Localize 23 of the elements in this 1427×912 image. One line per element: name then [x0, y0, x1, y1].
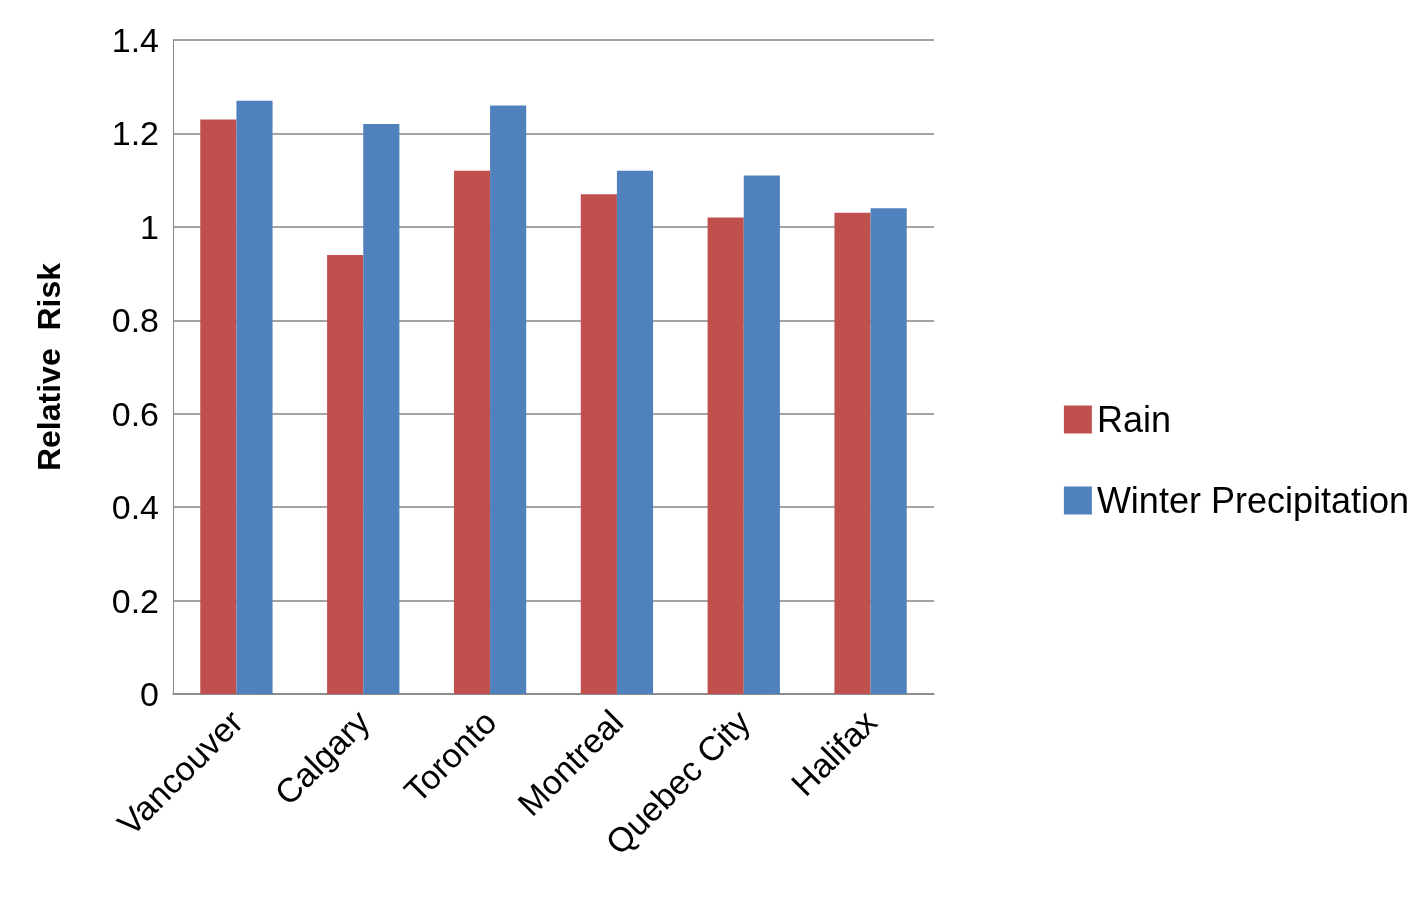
bar: [580, 194, 617, 694]
bar: [453, 170, 491, 694]
bar: [236, 100, 273, 694]
bar: [490, 105, 527, 694]
bar: [616, 170, 654, 694]
bar: [363, 124, 400, 694]
legend-label: Rain: [1096, 399, 1171, 440]
y-tick-label: 0.4: [111, 488, 159, 527]
y-axis-title: Relative Risk: [31, 262, 67, 472]
bar: [327, 254, 364, 694]
legend-label: Winter Precipitation: [1096, 480, 1410, 521]
bar: [870, 208, 907, 694]
bar: [200, 119, 237, 694]
y-tick-label: 1.2: [111, 114, 159, 153]
y-tick-label: 0.2: [111, 581, 159, 620]
bar: [707, 217, 744, 694]
bar: [743, 175, 780, 694]
y-tick-label: 1: [140, 207, 159, 246]
y-tick-label: 0.8: [111, 301, 159, 340]
y-tick-label: 0.6: [111, 394, 159, 433]
bar: [834, 212, 871, 694]
y-tick-label: 1.4: [111, 21, 159, 59]
y-tick-label: 0: [140, 675, 159, 713]
